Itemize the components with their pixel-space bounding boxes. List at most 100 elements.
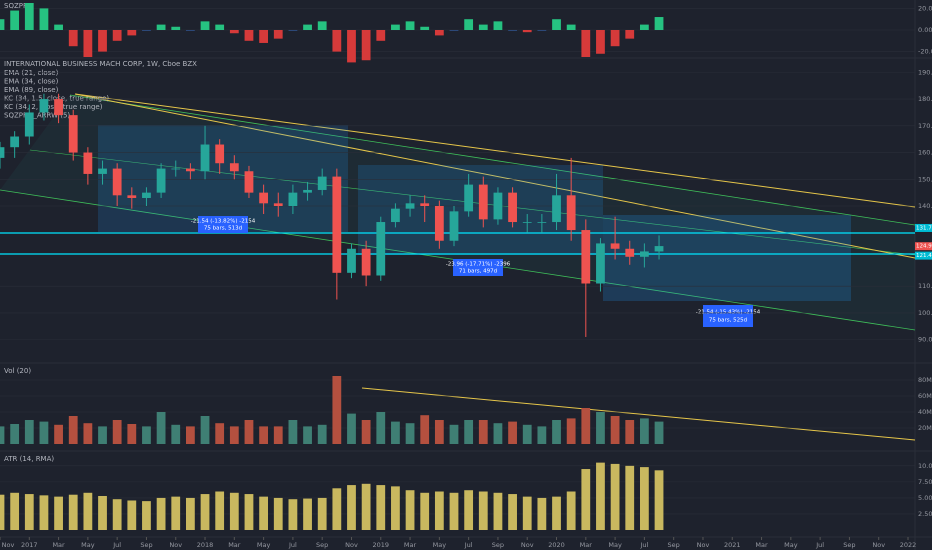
bar [434, 491, 444, 530]
candle-body [244, 171, 254, 193]
momentum-bar [185, 30, 195, 31]
candle-body [10, 136, 20, 148]
y-tick-label: 60M [918, 392, 932, 400]
momentum-bar [244, 30, 254, 41]
panel-title: INTERNATIONAL BUSINESS MACH CORP, 1W, Cb… [4, 60, 197, 68]
bar [273, 497, 283, 530]
y-tick-label: 180.00 [918, 95, 932, 103]
bar [142, 426, 151, 444]
bar [464, 420, 474, 444]
measure-text: 71 bars, 497d [459, 269, 497, 275]
momentum-bar [10, 10, 20, 30]
bar [596, 412, 605, 444]
candle-body [98, 168, 107, 174]
momentum-bar [391, 24, 400, 30]
bar [508, 421, 517, 444]
candle-body [508, 192, 517, 223]
candle-body [522, 222, 532, 223]
momentum-bar [171, 26, 181, 30]
bar [581, 469, 591, 530]
measure-label [198, 216, 248, 233]
momentum-bar [449, 30, 459, 31]
momentum-bar [581, 30, 591, 57]
bar [361, 483, 371, 530]
y-tick-label: 80M [918, 376, 932, 384]
bar [98, 426, 107, 444]
x-tick-label: 2018 [197, 541, 214, 549]
bar [259, 496, 269, 530]
x-tick-label: Nov [345, 541, 358, 549]
momentum-bar [24, 3, 34, 30]
momentum-bar [434, 30, 444, 36]
x-tick-label: Nov [872, 541, 885, 549]
bar [332, 488, 342, 530]
bar [317, 497, 327, 530]
candle-body [537, 222, 547, 223]
momentum-bar [537, 30, 547, 31]
bar [332, 376, 342, 444]
range-box [603, 215, 851, 301]
y-tick-label: 140.00 [918, 202, 932, 210]
bar [10, 492, 20, 530]
y-tick-label: 20M [918, 424, 932, 432]
bar [552, 496, 561, 530]
bar [24, 494, 34, 530]
x-tick-label: May [608, 541, 622, 549]
bar [508, 494, 517, 530]
bar [391, 486, 400, 530]
momentum-bar [420, 26, 430, 30]
candle-body [478, 184, 488, 220]
candle-body [68, 115, 78, 153]
bar [200, 416, 210, 444]
momentum-bar [493, 21, 503, 30]
legend-entry: SQZPRO_ARRW (5) [4, 112, 70, 120]
range-box [98, 125, 348, 232]
momentum-bar [625, 30, 635, 39]
momentum-bar [508, 30, 517, 31]
candle-body [303, 189, 312, 193]
x-tick-label: Jul [112, 541, 121, 549]
bar [522, 496, 532, 530]
momentum-bar [303, 24, 312, 30]
candle-body [215, 144, 225, 164]
momentum-bar [54, 24, 63, 30]
bar [244, 494, 254, 530]
candle-body [347, 248, 356, 273]
y-tick-label: 5.00 [918, 494, 932, 502]
x-tick-label: Nov [169, 541, 182, 549]
bar [376, 485, 386, 530]
bar [391, 421, 400, 444]
bar [596, 462, 605, 530]
bar [347, 485, 356, 530]
bar [625, 420, 635, 444]
measure-text: -23.96 (-17.71%) -2396 [446, 262, 511, 268]
bar [639, 467, 649, 530]
measure-text: -21.54 (-13.82%) -2154 [191, 219, 256, 225]
bar [171, 496, 181, 530]
bar [610, 416, 620, 444]
bar [420, 415, 430, 444]
bar [464, 490, 474, 530]
bar [98, 495, 107, 530]
y-tick-label: 150.00 [918, 175, 932, 183]
x-tick-label: Jul [815, 541, 824, 549]
measure-text: -21.54 (-15.43%) -2154 [696, 310, 761, 316]
momentum-bar [229, 30, 239, 34]
x-tick-label: Jul [639, 541, 648, 549]
price-label: 131.78 [916, 225, 932, 231]
x-tick-label: Nov [2, 541, 15, 549]
bar [112, 499, 122, 530]
candle-body [625, 248, 635, 257]
momentum-bar [566, 24, 576, 30]
legend-entry: EMA (89, close) [4, 86, 59, 94]
price-label: 124.96 [916, 244, 932, 250]
candle-body [112, 168, 122, 196]
panel-title: SQZPRO [4, 2, 34, 10]
bar [156, 412, 166, 444]
candle-body [229, 163, 239, 172]
bar [493, 423, 503, 444]
candle-body [420, 203, 430, 206]
bar [83, 423, 93, 444]
panel-title: Vol (20) [4, 367, 31, 375]
